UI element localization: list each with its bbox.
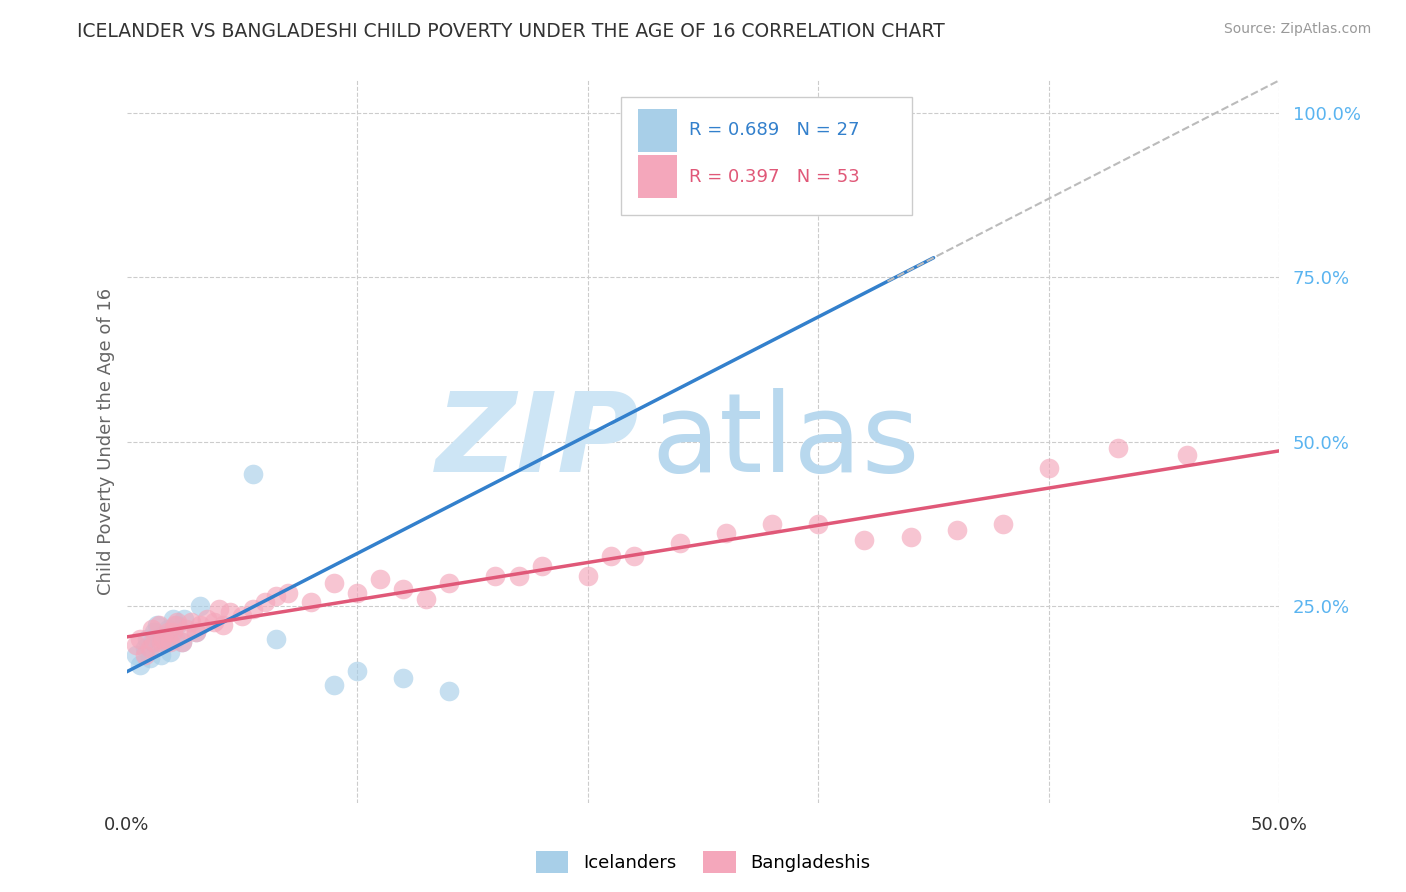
Point <box>242 602 264 616</box>
Point <box>162 625 184 640</box>
Point <box>212 618 235 632</box>
Point <box>439 575 461 590</box>
Point <box>530 559 553 574</box>
Point <box>761 516 783 531</box>
Text: Source: ZipAtlas.com: Source: ZipAtlas.com <box>1223 22 1371 37</box>
Point <box>134 641 156 656</box>
Point <box>138 651 160 665</box>
Text: atlas: atlas <box>651 388 920 495</box>
Point <box>143 635 166 649</box>
Point <box>141 622 163 636</box>
Point <box>1038 460 1060 475</box>
Point <box>484 569 506 583</box>
Point <box>945 523 967 537</box>
Point <box>853 533 876 547</box>
Y-axis label: Child Poverty Under the Age of 16: Child Poverty Under the Age of 16 <box>97 288 115 595</box>
Point <box>253 595 276 609</box>
Point <box>166 615 188 630</box>
Point <box>152 628 174 642</box>
Point <box>157 625 180 640</box>
Point <box>368 573 391 587</box>
Point <box>202 615 225 630</box>
Point <box>231 608 253 623</box>
Point <box>134 648 156 662</box>
Point <box>141 635 163 649</box>
Point <box>208 602 231 616</box>
Point <box>162 612 184 626</box>
Point <box>188 599 211 613</box>
Point <box>1107 441 1129 455</box>
Point <box>129 657 152 672</box>
Point <box>170 635 193 649</box>
Point <box>346 585 368 599</box>
Text: ZIP: ZIP <box>436 388 640 495</box>
Point <box>323 575 346 590</box>
Point <box>148 618 170 632</box>
Point <box>159 645 181 659</box>
Point <box>176 622 198 636</box>
Point <box>266 632 288 646</box>
Point <box>623 549 645 564</box>
Point <box>1175 448 1198 462</box>
Point <box>195 612 218 626</box>
Point <box>170 635 193 649</box>
Point <box>599 549 621 564</box>
Point <box>266 589 288 603</box>
Point <box>991 516 1014 531</box>
Point <box>669 536 692 550</box>
Point <box>785 126 807 140</box>
Point <box>508 569 530 583</box>
Point <box>900 530 922 544</box>
Legend: Icelanders, Bangladeshis: Icelanders, Bangladeshis <box>529 844 877 880</box>
Text: R = 0.397   N = 53: R = 0.397 N = 53 <box>689 168 859 186</box>
Point <box>152 632 174 646</box>
Point <box>150 635 173 649</box>
Point <box>299 595 322 609</box>
Point <box>125 648 148 662</box>
Point <box>159 635 181 649</box>
Point <box>138 641 160 656</box>
Point <box>714 526 737 541</box>
Point <box>184 625 207 640</box>
Point <box>157 622 180 636</box>
Point <box>415 592 437 607</box>
Point <box>188 618 211 632</box>
Point <box>807 516 830 531</box>
Point <box>163 618 186 632</box>
Point <box>136 632 159 646</box>
Point <box>173 612 195 626</box>
Point <box>219 605 242 619</box>
Point <box>125 638 148 652</box>
Point <box>242 467 264 482</box>
Text: ICELANDER VS BANGLADESHI CHILD POVERTY UNDER THE AGE OF 16 CORRELATION CHART: ICELANDER VS BANGLADESHI CHILD POVERTY U… <box>77 22 945 41</box>
Point <box>323 677 346 691</box>
Point <box>277 585 299 599</box>
Point <box>392 671 415 685</box>
Point <box>129 632 152 646</box>
Point <box>145 618 167 632</box>
Point <box>392 582 415 597</box>
Point <box>143 625 166 640</box>
Point <box>155 635 177 649</box>
Point <box>576 569 599 583</box>
Point <box>163 632 186 646</box>
Point <box>180 615 202 630</box>
Point <box>166 618 188 632</box>
Point <box>184 625 207 640</box>
Point <box>439 684 461 698</box>
Point <box>346 665 368 679</box>
Text: R = 0.689   N = 27: R = 0.689 N = 27 <box>689 121 859 139</box>
Point <box>150 648 173 662</box>
